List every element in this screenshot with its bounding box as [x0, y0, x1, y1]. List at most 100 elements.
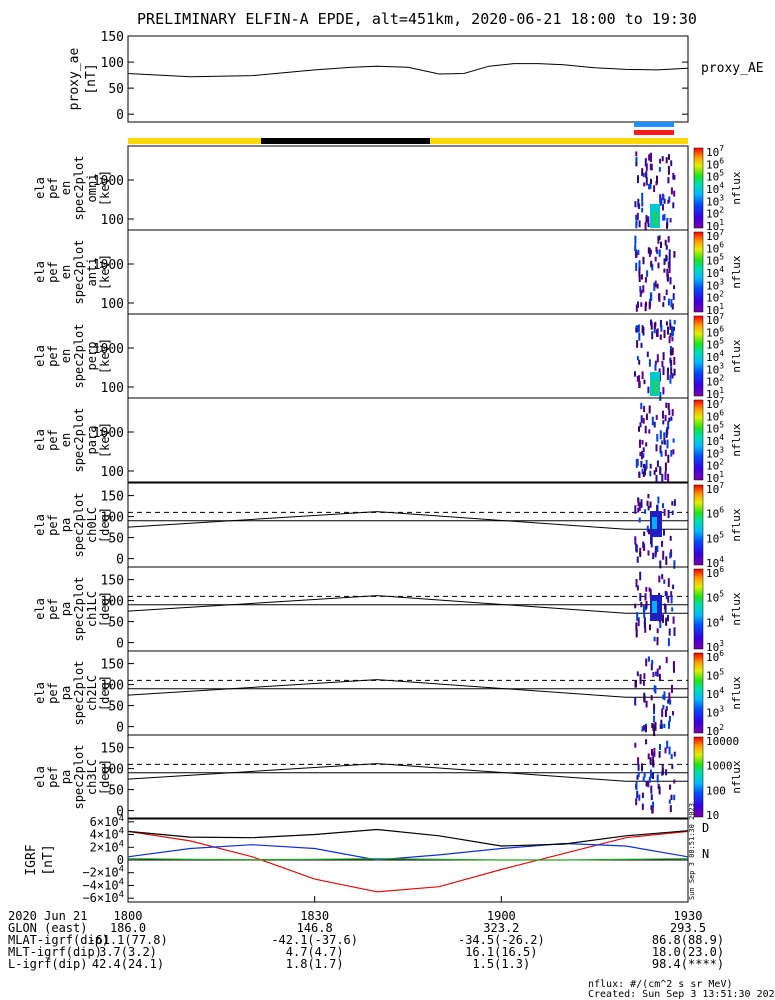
flux-pixel	[662, 204, 664, 211]
flux-pixel	[640, 289, 643, 295]
panel-ylabel: en	[59, 433, 73, 447]
flux-pixel	[639, 547, 642, 556]
panel-ylabel: [keV]	[98, 254, 112, 290]
flux-pixel	[668, 249, 671, 259]
flux-pixel	[645, 587, 648, 592]
flux-pixel	[667, 614, 669, 622]
panel-ylabel: spec2plot	[72, 576, 86, 641]
flux-pixel	[636, 775, 639, 780]
status-bar-yellow-2	[430, 138, 688, 144]
flux-pixel	[643, 545, 646, 551]
flux-pixel	[636, 671, 639, 677]
colorbar-tick-label: 101	[706, 386, 724, 401]
flux-pixel	[638, 375, 641, 382]
flux-pixel	[641, 207, 644, 213]
flux-pixel	[651, 758, 654, 766]
colorbar-tick-label: 1000	[706, 760, 733, 773]
flux-pixel	[664, 747, 667, 754]
flux-pixel	[636, 340, 639, 348]
flux-pixel	[645, 601, 648, 609]
flux-pixel	[634, 680, 637, 688]
flux-pixel	[664, 449, 667, 457]
flux-pixel	[657, 262, 660, 269]
flux-pixel	[635, 544, 638, 553]
x-row-value: 1.8(1.7)	[286, 957, 344, 971]
flux-pixel	[656, 354, 659, 363]
x-row-value: 3.7(3.2)	[99, 945, 157, 959]
flux-pixel	[667, 236, 670, 243]
panel-frame	[127, 650, 689, 736]
flux-pixel	[639, 291, 642, 297]
flux-pixel	[648, 776, 651, 783]
flux-pixel	[638, 359, 641, 365]
flux-pixel	[648, 429, 651, 434]
panel-tick-label: 150	[101, 490, 124, 505]
colorbar-tick-label: 103	[706, 639, 724, 654]
flux-pixel	[665, 591, 668, 600]
proxy-ae-frame	[127, 35, 689, 123]
x-row-value: 86.8(88.9)	[652, 933, 724, 947]
flux-pixel	[662, 420, 665, 425]
flux-pixel	[641, 371, 644, 380]
flux-pixel	[650, 319, 652, 326]
flux-pixel	[635, 262, 638, 271]
flux-pixel	[635, 251, 638, 258]
panel-ylabel: pef	[46, 177, 60, 199]
panel-tick-label: 50	[108, 700, 124, 715]
flux-pixel	[668, 799, 671, 804]
flux-pixel	[649, 183, 652, 189]
flux-pixel	[662, 214, 665, 221]
flux-pixel	[637, 301, 639, 308]
flux-pixel	[662, 550, 665, 560]
panel-tick-label: 50	[108, 532, 124, 547]
x-row-value: 146.8	[297, 921, 333, 935]
flux-pixel	[665, 321, 668, 326]
colorbar-tick-label: 104	[706, 433, 724, 448]
panel-tick-label: 100	[101, 595, 124, 610]
flux-pixel	[668, 715, 671, 722]
flux-pixel	[644, 158, 647, 167]
flux-pixel	[635, 156, 638, 163]
panel-tick-label: 0	[116, 805, 124, 820]
panel-ylabel: spec2plot	[72, 323, 86, 388]
colorbar	[693, 568, 704, 650]
colorbar-label: nflux	[730, 676, 743, 709]
flux-pixel	[635, 629, 638, 638]
flux-pixel	[644, 509, 647, 514]
panel-ylabel: pa	[59, 518, 73, 532]
colorbar	[693, 736, 704, 818]
flux-pixel	[641, 803, 644, 810]
flux-pixel	[645, 459, 648, 469]
flux-pixel	[658, 673, 661, 681]
flux-pixel	[667, 699, 670, 704]
panel-ylabel: ela	[33, 766, 47, 788]
flux-pixel	[655, 444, 658, 452]
panel-ylabel: ch2LC	[85, 675, 99, 711]
colorbar-tick-label: 104	[706, 181, 724, 196]
panel-ylabel: ela	[33, 598, 47, 620]
flux-pixel	[634, 244, 637, 252]
x-row-value: 98.4(****)	[652, 957, 724, 971]
flux-pixel	[634, 603, 637, 609]
proxy-ae-tick-label: 50	[108, 82, 124, 97]
flux-pixel	[664, 239, 667, 246]
flux-pixel	[663, 432, 666, 439]
panel-tick-label: 0	[116, 553, 124, 568]
flux-pixel	[668, 265, 671, 274]
side-timestamp: Sun Sep 3 08:51:30 2023	[688, 803, 696, 900]
flux-blob-core	[653, 380, 658, 394]
flux-pixel	[671, 501, 674, 506]
colorbar-tick-label: 102	[706, 290, 724, 305]
flux-pixel	[650, 769, 652, 779]
flux-pixel	[660, 451, 663, 457]
flux-pixel	[647, 386, 650, 394]
colorbar-label: nflux	[730, 592, 743, 625]
flux-pixel	[663, 723, 666, 729]
panel-ylabel: pef	[46, 261, 60, 283]
x-row-value: 18.0(23.0)	[652, 945, 724, 959]
panel-ylabel: spec2plot	[72, 407, 86, 472]
flux-pixel	[653, 685, 656, 692]
flux-pixel	[670, 595, 673, 604]
flux-pixel	[650, 785, 653, 794]
